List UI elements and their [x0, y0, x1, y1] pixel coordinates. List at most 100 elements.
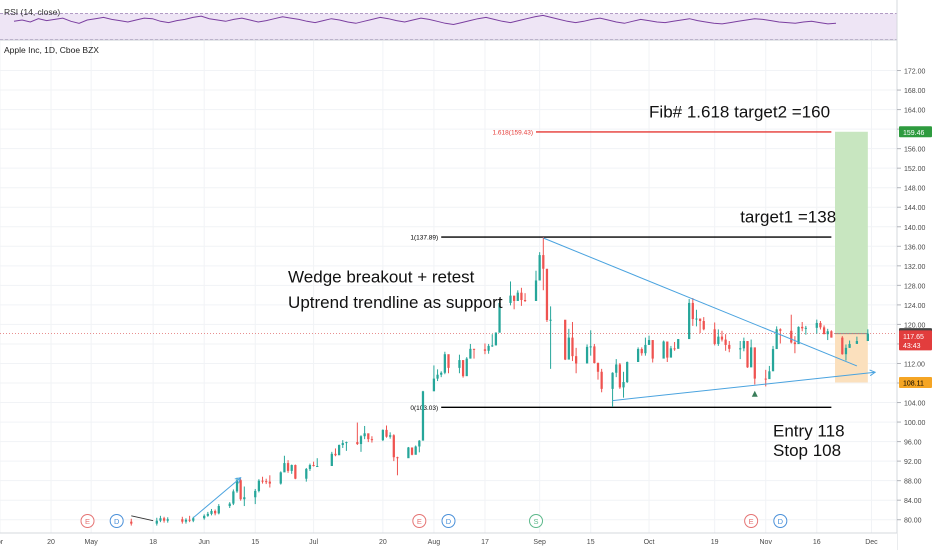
candle-body	[523, 300, 527, 302]
price-tick-label: 80.00	[904, 518, 922, 525]
candle-body	[728, 344, 731, 349]
candle-body	[830, 331, 833, 338]
fib-level-label: 0(103.03)	[410, 405, 438, 412]
candle-body	[691, 302, 694, 320]
time-tick-label: Jun	[199, 539, 210, 546]
candle-body	[771, 349, 775, 372]
rsi-pane[interactable]: 80.0040.00 RSI (14, close)	[0, 0, 922, 40]
price-tick-label: 120.00	[904, 322, 926, 329]
candle-body	[159, 518, 162, 521]
chart-annotation: target1 =138	[740, 207, 836, 226]
candle-body	[458, 360, 461, 368]
price-axis-background[interactable]	[897, 0, 932, 550]
price-tick-label: 136.00	[904, 244, 926, 251]
rsi-polyline	[13, 14, 837, 26]
chart-annotation: Wedge breakout + retest	[288, 267, 475, 286]
price-tick-label: 148.00	[904, 186, 926, 193]
candle-body	[589, 346, 592, 348]
event-marker[interactable]: D	[441, 514, 456, 528]
candle-body	[844, 347, 848, 355]
candle-body	[461, 360, 465, 377]
event-marker-letter: E	[749, 517, 754, 526]
candle-body	[753, 347, 756, 379]
candle-body	[363, 433, 366, 437]
candle-body	[750, 347, 753, 368]
candle-body	[647, 340, 651, 345]
candle-body	[385, 429, 388, 437]
candle-body	[644, 344, 647, 354]
candle-body	[235, 480, 239, 492]
chart-annotation: Stop 108	[773, 441, 841, 460]
price-tick-label: 96.00	[904, 440, 922, 447]
candle-body	[181, 519, 184, 522]
candle-body	[312, 465, 315, 467]
event-marker[interactable]: D	[773, 514, 788, 528]
trend-line	[612, 371, 876, 402]
candle-body	[549, 319, 552, 321]
candle-body	[509, 295, 512, 303]
price-tick-label: 128.00	[904, 283, 926, 290]
candle-body	[822, 327, 826, 335]
trend-line	[131, 515, 154, 522]
candle-body	[666, 341, 669, 358]
price-badge-bg	[899, 339, 932, 351]
candle-body	[855, 341, 859, 344]
candle-body	[228, 503, 231, 507]
time-axis[interactable]: pr 20 May 18 Jun 15 Jul 20 Aug 17 Sep 15 Oct 19 Nov 16 D…	[0, 539, 878, 546]
price-tick-label: 144.00	[904, 205, 926, 212]
candle-body	[793, 342, 797, 345]
price-pane-background	[0, 41, 897, 532]
candle-body	[636, 349, 640, 363]
candle-body	[790, 330, 793, 343]
candle-body	[410, 447, 414, 455]
time-axis-background[interactable]	[0, 533, 897, 550]
candle-body	[520, 292, 523, 301]
symbol-title: Apple Inc, 1D, Cboe BZX	[4, 45, 99, 55]
candle-body	[396, 457, 399, 459]
candle-body	[713, 329, 716, 344]
price-tick-label: 84.00	[904, 498, 922, 505]
candle-body	[677, 339, 680, 349]
time-tick-label: pr	[0, 539, 4, 546]
candle-body	[192, 518, 195, 521]
price-tick-label: 172.00	[904, 69, 926, 76]
candle-body	[593, 346, 596, 363]
candle-body	[239, 480, 242, 500]
time-tick-label: 15	[587, 539, 595, 546]
time-tick-label: Oct	[644, 539, 655, 546]
event-marker[interactable]: E	[412, 514, 427, 528]
event-marker-letter: E	[417, 517, 422, 526]
candle-body	[801, 326, 804, 329]
candle-body	[724, 339, 727, 345]
candle-body	[268, 481, 271, 484]
event-marker[interactable]: E	[80, 514, 95, 528]
time-tick-label: 17	[481, 539, 489, 546]
event-marker[interactable]: E	[744, 514, 759, 528]
candle-body	[155, 520, 158, 524]
candle-body	[257, 480, 261, 491]
candle-body	[542, 255, 545, 269]
event-marker[interactable]: D	[109, 514, 124, 528]
event-marker-circle	[529, 514, 544, 528]
candle-body	[797, 326, 800, 345]
trend-arrow-head	[234, 477, 242, 484]
candle-body	[866, 333, 869, 342]
event-marker[interactable]: S	[529, 514, 544, 528]
event-marker-letter: D	[114, 517, 120, 526]
price-tick-label: 112.00	[904, 361, 925, 368]
candle-body	[472, 348, 476, 350]
trend-arrow-head	[869, 369, 877, 377]
price-tick-label: 152.00	[904, 166, 926, 173]
price-tick-label: 164.00	[904, 108, 926, 115]
candle-body	[345, 442, 348, 444]
time-tick-label: Sep	[533, 539, 546, 546]
rsi-line	[13, 14, 837, 26]
time-tick-label: 19	[711, 539, 719, 546]
candle-body	[469, 348, 472, 359]
drawing-overlays: 1.618(159.43) 1(137.89) 0(103.03)	[0, 129, 897, 412]
candle-body	[662, 341, 665, 359]
candle-body	[804, 327, 807, 329]
